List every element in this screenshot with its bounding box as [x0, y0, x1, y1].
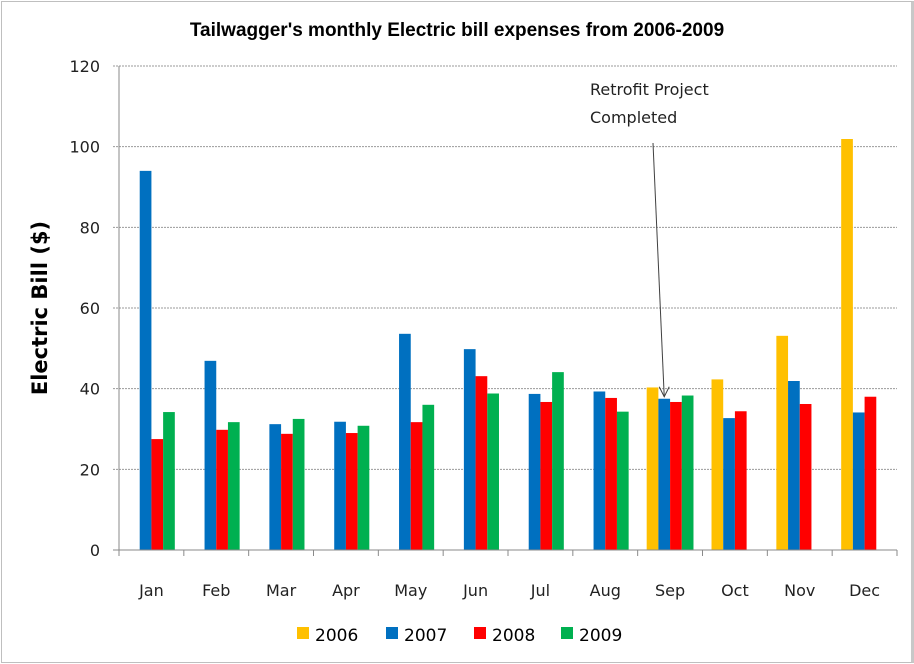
bar-2009-apr [357, 425, 370, 550]
bar-2008-feb [216, 429, 228, 550]
chart-title: Tailwagger's monthly Electric bill expen… [190, 20, 724, 41]
y-tick-label: 0 [90, 541, 100, 560]
annotation-arrowhead-icon [658, 386, 670, 398]
y-tick-label: 100 [69, 138, 100, 157]
x-tick-label: Feb [202, 581, 230, 600]
bar-2006-oct [711, 379, 724, 550]
annotation-arrow-line [652, 142, 665, 397]
bar-2008-mar [281, 433, 293, 550]
bar-2008-jan [151, 439, 164, 550]
bar-2006-sep [646, 387, 659, 550]
bar-2008-apr [345, 433, 358, 550]
bar-2006-dec [841, 139, 853, 550]
bar-2008-oct [734, 411, 747, 550]
bar-2008-jun [475, 376, 488, 550]
gridlines [113, 65, 897, 551]
bar-2007-jun [463, 349, 476, 550]
legend-swatch-2008 [474, 627, 486, 639]
bar-2008-may [410, 422, 423, 550]
x-tick-label: Jan [138, 581, 164, 600]
bar-2009-jan [163, 412, 175, 550]
bar-2008-jul [540, 401, 553, 550]
y-tick-label: 120 [69, 57, 100, 76]
y-tick-label: 80 [80, 218, 100, 237]
bar-2007-mar [269, 424, 282, 550]
legend-swatch-2006 [297, 627, 309, 639]
x-tick-label: Aug [590, 581, 621, 600]
bar-2006-nov [776, 335, 789, 550]
bar-2007-oct [723, 418, 735, 550]
x-tick-label: Jul [530, 581, 550, 600]
bar-2008-nov [799, 403, 812, 550]
bar-2007-sep [658, 398, 671, 550]
bar-2007-jan [139, 170, 152, 550]
legend-swatch-2007 [386, 627, 398, 639]
legend-swatch-2009 [561, 627, 573, 639]
bar-2008-sep [670, 401, 682, 550]
x-tick-label: Mar [266, 581, 297, 600]
bar-2007-jul [528, 393, 541, 550]
y-tick-label: 20 [80, 460, 100, 479]
y-tick-label: 40 [80, 380, 100, 399]
annotation-text: Completed [590, 108, 677, 127]
x-tick-label: Dec [849, 581, 880, 600]
bar-2009-aug [616, 411, 629, 550]
annotation: Retrofit Project Completed [590, 80, 709, 398]
x-tick-label: May [394, 581, 427, 600]
bar-2009-sep [681, 395, 694, 550]
bar-2008-dec [864, 396, 877, 550]
y-axis-label: Electric Bill ($) [28, 221, 52, 395]
bar-2007-may [399, 333, 411, 550]
x-tick-label: Jun [462, 581, 488, 600]
x-tick-label: Sep [655, 581, 685, 600]
y-axis-ticks: 0 20 40 60 80 100 120 [69, 57, 100, 560]
x-tick-label: Nov [784, 581, 815, 600]
legend-label-2008: 2008 [492, 626, 535, 646]
bar-2007-feb [204, 360, 217, 550]
legend-label-2006: 2006 [315, 626, 358, 646]
bars [139, 139, 877, 550]
legend-label-2007: 2007 [404, 626, 447, 646]
bar-2009-may [422, 404, 435, 550]
annotation-text: Retrofit Project [590, 80, 709, 99]
x-tick-label: Oct [721, 581, 749, 600]
x-axis-ticks: Jan Feb Mar Apr May Jun Jul Aug Sep Oct Nov Dec [118, 550, 898, 600]
bar-2009-jul [552, 372, 564, 550]
x-tick-label: Apr [332, 581, 360, 600]
bar-2009-mar [292, 418, 305, 550]
bar-2007-apr [334, 421, 346, 550]
bar-2007-nov [788, 381, 800, 550]
bar-2009-feb [227, 422, 240, 550]
y-tick-label: 60 [80, 299, 100, 318]
bar-2008-aug [605, 397, 617, 550]
bar-2009-jun [487, 393, 499, 550]
bar-2007-dec [852, 412, 865, 550]
bar-2007-aug [593, 391, 606, 550]
legend: 2006 2007 2008 2009 [297, 626, 622, 646]
legend-label-2009: 2009 [579, 626, 622, 646]
